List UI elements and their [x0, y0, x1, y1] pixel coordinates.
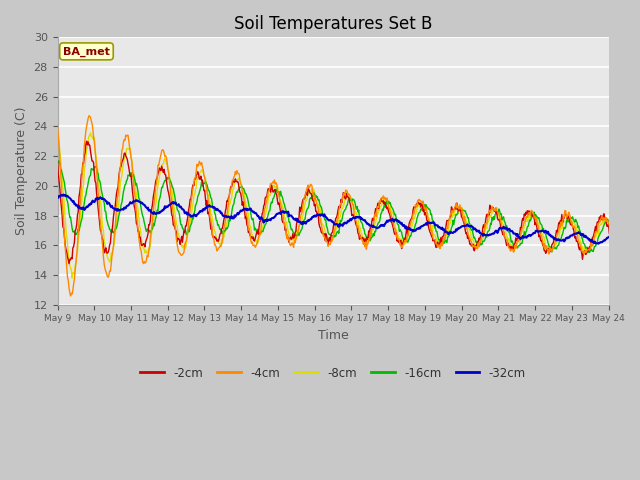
X-axis label: Time: Time	[317, 329, 348, 342]
Text: BA_met: BA_met	[63, 46, 110, 57]
Y-axis label: Soil Temperature (C): Soil Temperature (C)	[15, 107, 28, 235]
Legend: -2cm, -4cm, -8cm, -16cm, -32cm: -2cm, -4cm, -8cm, -16cm, -32cm	[136, 362, 531, 384]
Title: Soil Temperatures Set B: Soil Temperatures Set B	[234, 15, 432, 33]
